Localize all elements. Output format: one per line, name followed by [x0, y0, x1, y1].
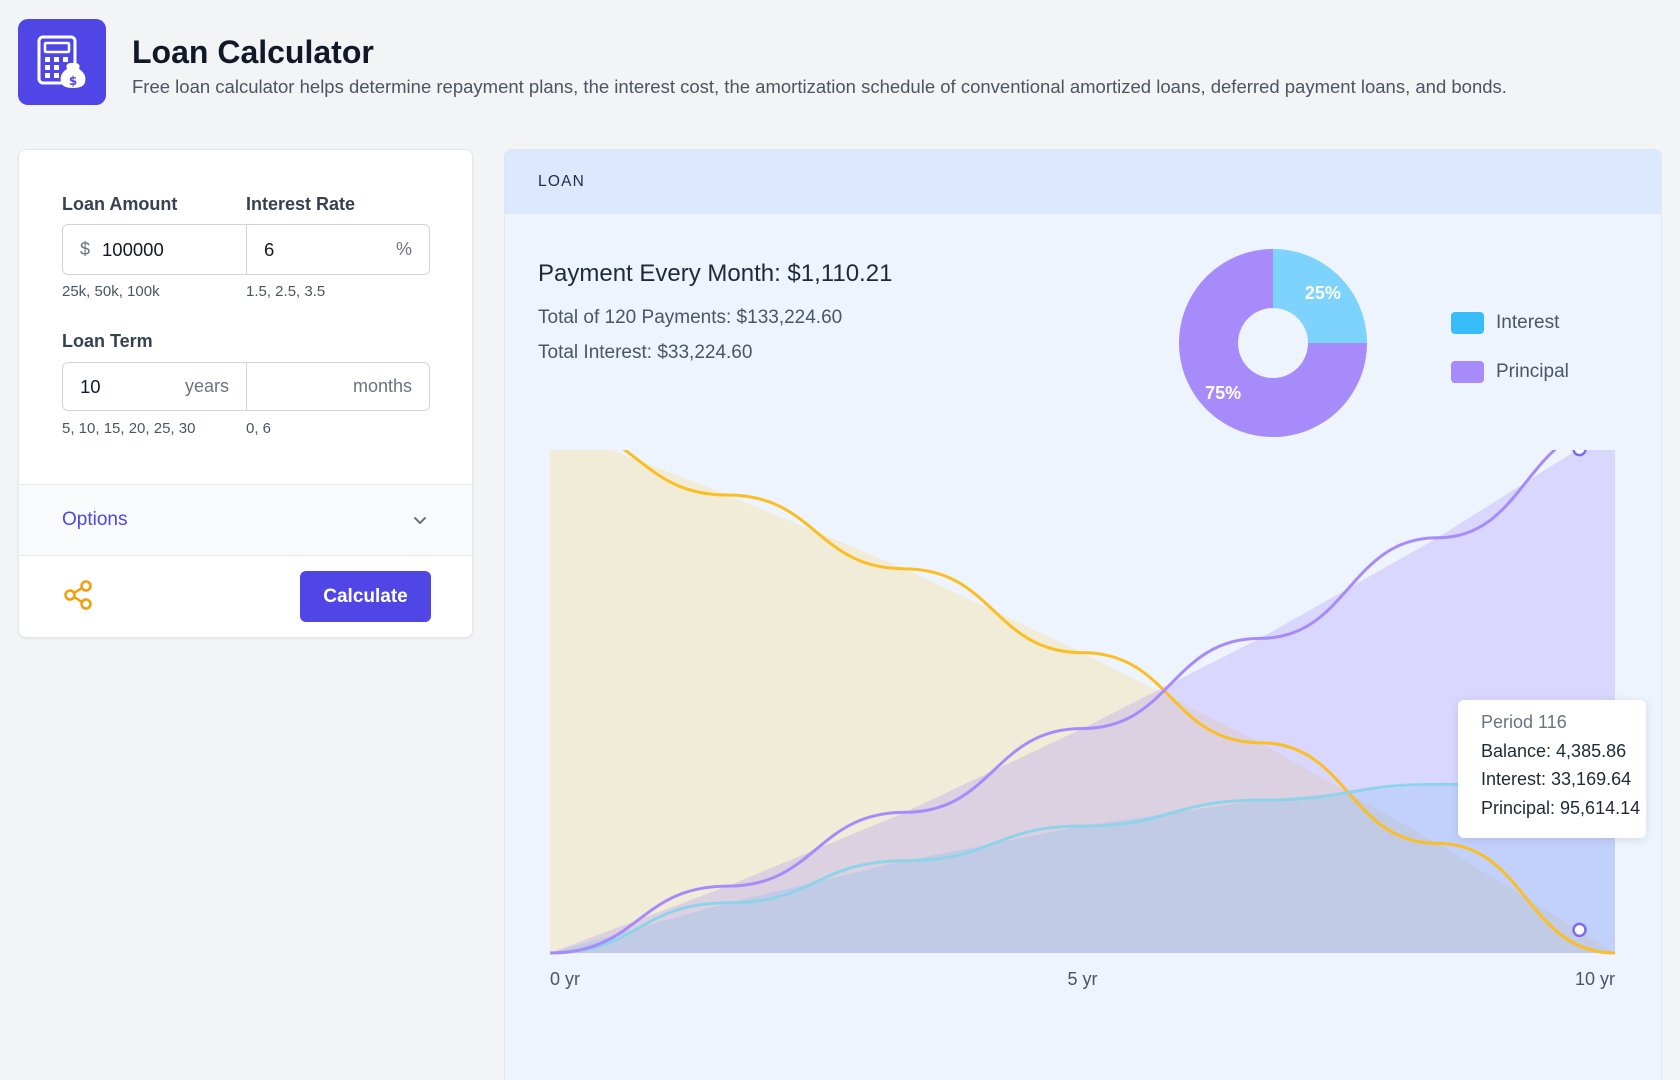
loan-term-years-input[interactable]: 10 years — [63, 363, 246, 410]
loan-amount-hint[interactable]: 25k, 50k, 100k — [62, 283, 160, 300]
percent-suffix: % — [395, 239, 412, 259]
pie-legend: Interest Principal — [1451, 311, 1569, 409]
svg-text:$: $ — [69, 74, 77, 88]
legend-label-interest: Interest — [1496, 312, 1560, 333]
app-logo: $ — [18, 19, 106, 105]
total-payments: Total of 120 Payments: $133,224.60 — [538, 307, 843, 328]
area-balance — [550, 450, 1615, 953]
area-interest — [550, 777, 1615, 953]
calculator-money-icon: $ — [37, 35, 86, 88]
options-label: Options — [62, 509, 128, 530]
dollar-prefix: $ — [80, 239, 91, 259]
line-balance[interactable] — [550, 450, 1616, 955]
legend-item-principal[interactable]: Principal — [1451, 360, 1569, 384]
loan-term-months-input[interactable]: months — [246, 363, 429, 410]
hover-point-principal[interactable] — [1572, 450, 1587, 457]
page-title: Loan Calculator — [132, 34, 374, 70]
x-tick-label: 10 yr — [1575, 969, 1615, 989]
total-interest: Total Interest: $33,224.60 — [538, 342, 753, 363]
hover-point-balance[interactable] — [1572, 922, 1587, 938]
line-principal[interactable] — [549, 450, 1615, 955]
loan-form-card: Loan Amount Interest Rate $ 100000 6 % 2… — [18, 149, 473, 638]
interest-rate-label: Interest Rate — [246, 194, 356, 214]
interest-rate-value: 6 — [264, 238, 275, 260]
loan-term-years-value: 10 — [80, 375, 101, 397]
tooltip-principal: Principal: 95,614.14 — [1481, 797, 1641, 818]
legend-label-principal: Principal — [1496, 361, 1569, 382]
loan-amount-label: Loan Amount — [62, 194, 178, 214]
tooltip-interest: Interest: 33,169.64 — [1481, 769, 1632, 789]
pie-label-principal: 75% — [1205, 383, 1241, 403]
principal-swatch — [1451, 361, 1484, 383]
options-toggle[interactable]: Options — [19, 484, 472, 556]
page-subtitle: Free loan calculator helps determine rep… — [132, 76, 1507, 97]
amount-rate-group: $ 100000 6 % — [62, 224, 430, 275]
area-principal — [550, 450, 1615, 953]
chevron-down-icon — [411, 511, 429, 529]
pie-label-interest: 25% — [1305, 283, 1341, 303]
monthly-payment: Payment Every Month: $1,110.21 — [538, 260, 893, 287]
tooltip-period: Period 116 — [1481, 712, 1567, 732]
amortization-area-chart[interactable]: 0 yr 5 yr 10 yr — [505, 450, 1662, 1050]
x-tick-label: 5 yr — [1067, 969, 1097, 989]
legend-item-interest[interactable]: Interest — [1451, 311, 1569, 335]
months-suffix: months — [352, 376, 412, 396]
loan-term-group: 10 years months — [62, 362, 430, 411]
interest-swatch — [1451, 312, 1484, 334]
pie-slice-principal[interactable] — [1179, 249, 1367, 437]
loan-amount-value: 100000 — [102, 238, 164, 260]
loan-term-label: Loan Term — [62, 331, 153, 351]
loan-term-years-hint[interactable]: 5, 10, 15, 20, 25, 30 — [62, 420, 196, 437]
interest-rate-input[interactable]: 6 % — [246, 225, 429, 274]
interest-principal-pie-chart: 25% 75% — [1179, 249, 1367, 437]
pie-slice-interest[interactable] — [1273, 249, 1367, 343]
share-icon[interactable] — [63, 580, 93, 615]
interest-rate-hint[interactable]: 1.5, 2.5, 3.5 — [246, 283, 326, 300]
result-header: LOAN — [505, 150, 1661, 214]
calculate-button[interactable]: Calculate — [300, 571, 431, 622]
x-tick-label: 0 yr — [550, 969, 580, 989]
line-interest[interactable] — [549, 776, 1616, 955]
chart-tooltip: Period 116 Balance: 4,385.86 Interest: 3… — [1458, 700, 1646, 838]
loan-result-card: LOAN Payment Every Month: $1,110.21 Tota… — [504, 149, 1662, 1080]
years-suffix: years — [184, 376, 229, 396]
tooltip-balance: Balance: 4,385.86 — [1481, 740, 1627, 761]
loan-amount-input[interactable]: $ 100000 — [63, 225, 246, 274]
loan-term-months-hint[interactable]: 0, 6 — [246, 420, 272, 437]
